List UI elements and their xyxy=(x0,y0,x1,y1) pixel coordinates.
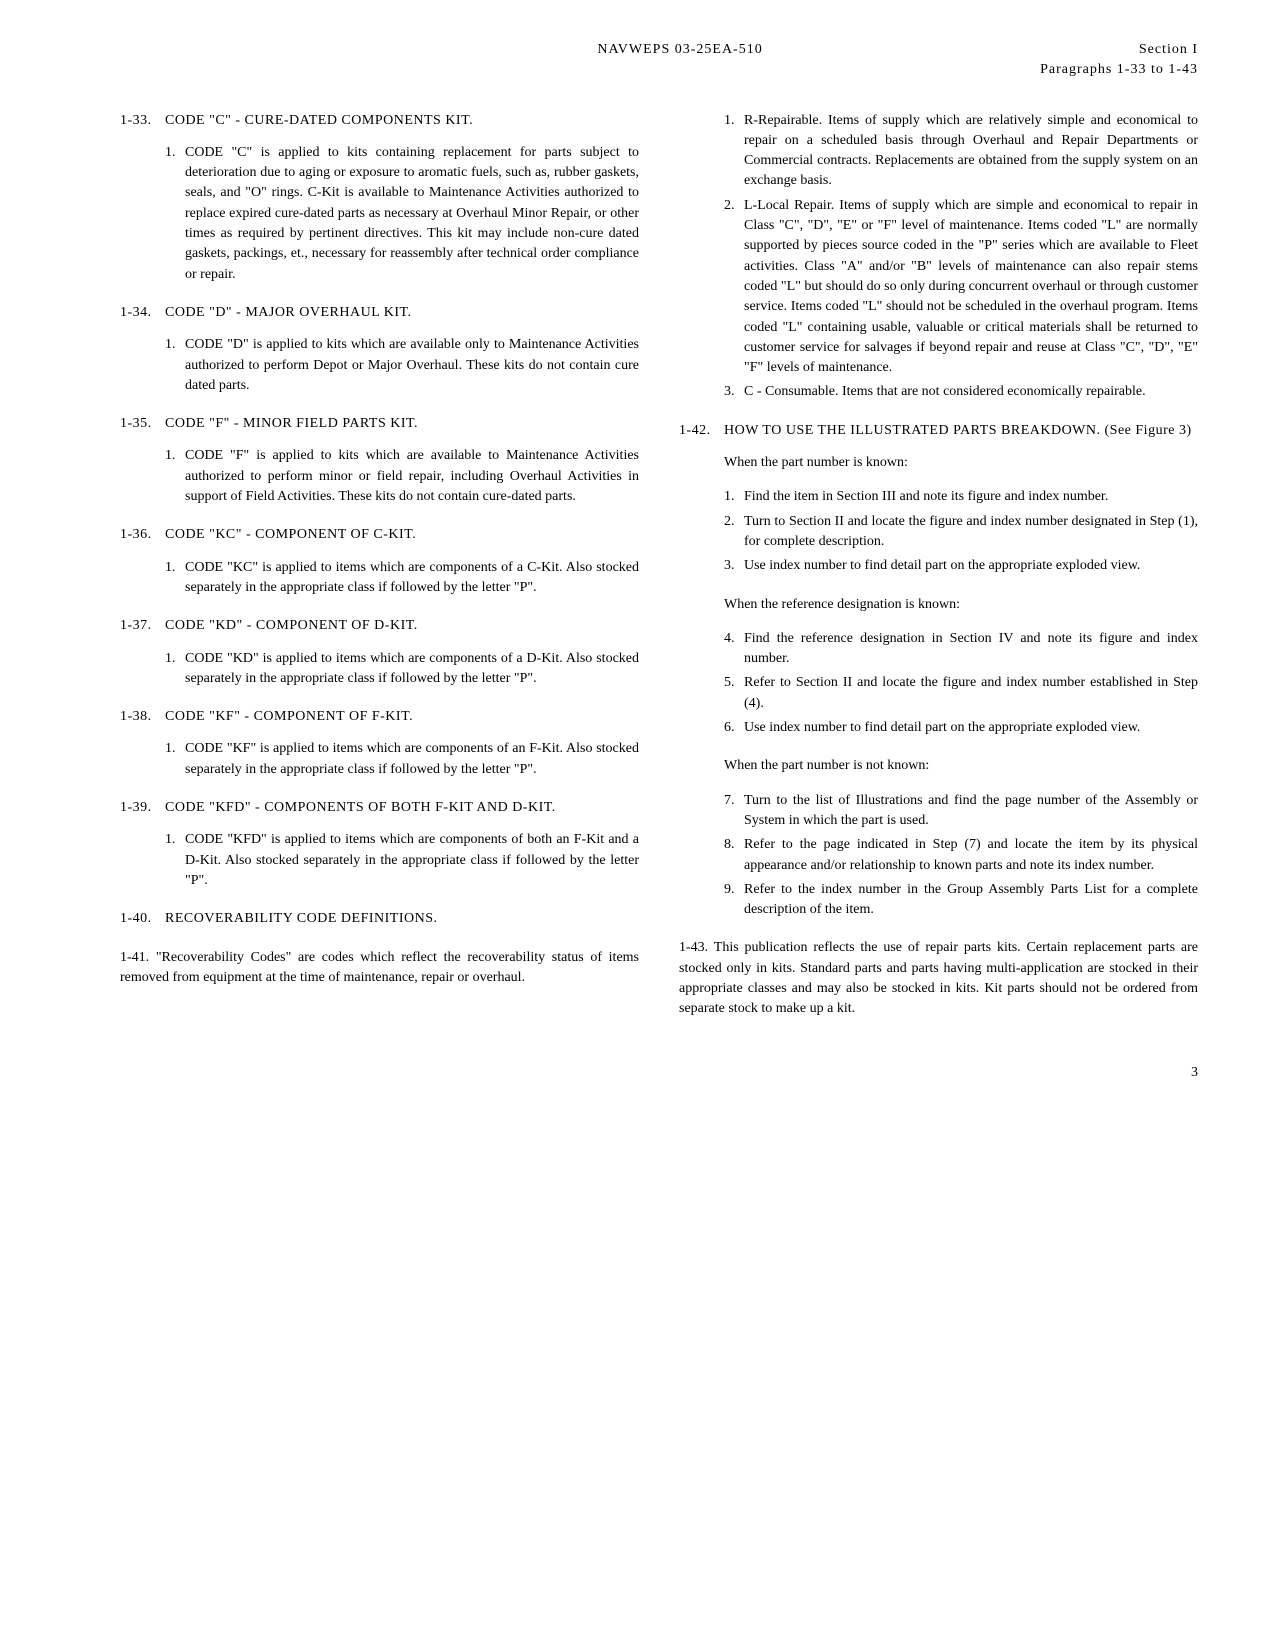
list-num: 1. xyxy=(724,111,744,192)
left-column: 1-33. CODE "C" - CURE-DATED COMPONENTS K… xyxy=(120,111,639,1038)
list-text: Find the reference designation in Sectio… xyxy=(744,629,1198,670)
para-num: 1-38. xyxy=(120,707,165,727)
list-text: L-Local Repair. Items of supply which ar… xyxy=(744,196,1198,379)
list-text: C - Consumable. Items that are not consi… xyxy=(744,382,1198,402)
list-text: Turn to Section II and locate the figure… xyxy=(744,512,1198,553)
list-num: 2. xyxy=(724,196,744,379)
para-num: 1-36. xyxy=(120,525,165,545)
list-num: 1. xyxy=(724,487,744,507)
list-text: Use index number to find detail part on … xyxy=(744,718,1198,738)
sub-num: 1. xyxy=(165,830,185,891)
when-known-heading: When the part number is known: xyxy=(679,453,1198,473)
para-1-39: 1-39. CODE "KFD" - COMPONENTS OF BOTH F-… xyxy=(120,798,639,891)
para-num: 1-33. xyxy=(120,111,165,131)
doc-number: NAVWEPS 03-25EA-510 xyxy=(120,40,1040,81)
sub-text: CODE "C" is applied to kits containing r… xyxy=(185,143,639,285)
list-num: 8. xyxy=(724,835,744,876)
para-num: 1-40. xyxy=(120,909,165,929)
para-1-40: 1-40. RECOVERABILITY CODE DEFINITIONS. xyxy=(120,909,639,929)
sub-num: 1. xyxy=(165,558,185,599)
when-unknown-heading: When the part number is not known: xyxy=(679,756,1198,776)
list-num: 3. xyxy=(724,382,744,402)
sub-text: CODE "D" is applied to kits which are av… xyxy=(185,335,639,396)
section-label: Section I xyxy=(1040,40,1198,60)
when-ref-heading: When the reference designation is known: xyxy=(679,595,1198,615)
sub-text: CODE "KFD" is applied to items which are… xyxy=(185,830,639,891)
sub-num: 1. xyxy=(165,143,185,285)
sub-num: 1. xyxy=(165,335,185,396)
header-right: Section I Paragraphs 1-33 to 1-43 xyxy=(1040,40,1198,81)
list-num: 9. xyxy=(724,880,744,921)
para-title: CODE "KC" - COMPONENT OF C-KIT. xyxy=(165,525,639,545)
para-title: CODE "F" - MINOR FIELD PARTS KIT. xyxy=(165,414,639,434)
list-text: Refer to Section II and locate the figur… xyxy=(744,673,1198,714)
sub-text: CODE "F" is applied to kits which are av… xyxy=(185,446,639,507)
content-columns: 1-33. CODE "C" - CURE-DATED COMPONENTS K… xyxy=(120,111,1198,1038)
para-1-37: 1-37. CODE "KD" - COMPONENT OF D-KIT. 1.… xyxy=(120,616,639,689)
para-num: 1-39. xyxy=(120,798,165,818)
para-1-35: 1-35. CODE "F" - MINOR FIELD PARTS KIT. … xyxy=(120,414,639,507)
para-1-33: 1-33. CODE "C" - CURE-DATED COMPONENTS K… xyxy=(120,111,639,285)
list-text: Turn to the list of Illustrations and fi… xyxy=(744,791,1198,832)
list-num: 6. xyxy=(724,718,744,738)
sub-text: CODE "KC" is applied to items which are … xyxy=(185,558,639,599)
para-title: CODE "KD" - COMPONENT OF D-KIT. xyxy=(165,616,639,636)
para-range: Paragraphs 1-33 to 1-43 xyxy=(1040,60,1198,80)
list-text: Find the item in Section III and note it… xyxy=(744,487,1198,507)
list-text: R-Repairable. Items of supply which are … xyxy=(744,111,1198,192)
list-text: Refer to the index number in the Group A… xyxy=(744,880,1198,921)
page-header: NAVWEPS 03-25EA-510 Section I Paragraphs… xyxy=(120,40,1198,81)
sub-text: CODE "KD" is applied to items which are … xyxy=(185,649,639,690)
para-title: CODE "D" - MAJOR OVERHAUL KIT. xyxy=(165,303,639,323)
list-num: 7. xyxy=(724,791,744,832)
list-text: Use index number to find detail part on … xyxy=(744,556,1198,576)
sub-num: 1. xyxy=(165,739,185,780)
para-title: CODE "C" - CURE-DATED COMPONENTS KIT. xyxy=(165,111,639,131)
para-1-41: 1-41. "Recoverability Codes" are codes w… xyxy=(120,948,639,989)
para-1-34: 1-34. CODE "D" - MAJOR OVERHAUL KIT. 1. … xyxy=(120,303,639,396)
list-text: Refer to the page indicated in Step (7) … xyxy=(744,835,1198,876)
para-1-42: 1-42. HOW TO USE THE ILLUSTRATED PARTS B… xyxy=(679,421,1198,921)
para-title: HOW TO USE THE ILLUSTRATED PARTS BREAKDO… xyxy=(724,421,1198,441)
list-num: 2. xyxy=(724,512,744,553)
right-column: 1. R-Repairable. Items of supply which a… xyxy=(679,111,1198,1038)
sub-text: CODE "KF" is applied to items which are … xyxy=(185,739,639,780)
para-1-43: 1-43. This publication reflects the use … xyxy=(679,938,1198,1019)
para-num: 1-35. xyxy=(120,414,165,434)
sub-num: 1. xyxy=(165,649,185,690)
page-number: 3 xyxy=(120,1063,1198,1083)
list-num: 4. xyxy=(724,629,744,670)
para-1-36: 1-36. CODE "KC" - COMPONENT OF C-KIT. 1.… xyxy=(120,525,639,598)
para-1-38: 1-38. CODE "KF" - COMPONENT OF F-KIT. 1.… xyxy=(120,707,639,780)
list-num: 5. xyxy=(724,673,744,714)
para-num: 1-34. xyxy=(120,303,165,323)
para-num: 1-42. xyxy=(679,421,724,441)
list-num: 3. xyxy=(724,556,744,576)
para-title: CODE "KFD" - COMPONENTS OF BOTH F-KIT AN… xyxy=(165,798,639,818)
para-title: RECOVERABILITY CODE DEFINITIONS. xyxy=(165,909,639,929)
para-title: CODE "KF" - COMPONENT OF F-KIT. xyxy=(165,707,639,727)
recoverability-list: 1. R-Repairable. Items of supply which a… xyxy=(679,111,1198,403)
para-num: 1-37. xyxy=(120,616,165,636)
sub-num: 1. xyxy=(165,446,185,507)
